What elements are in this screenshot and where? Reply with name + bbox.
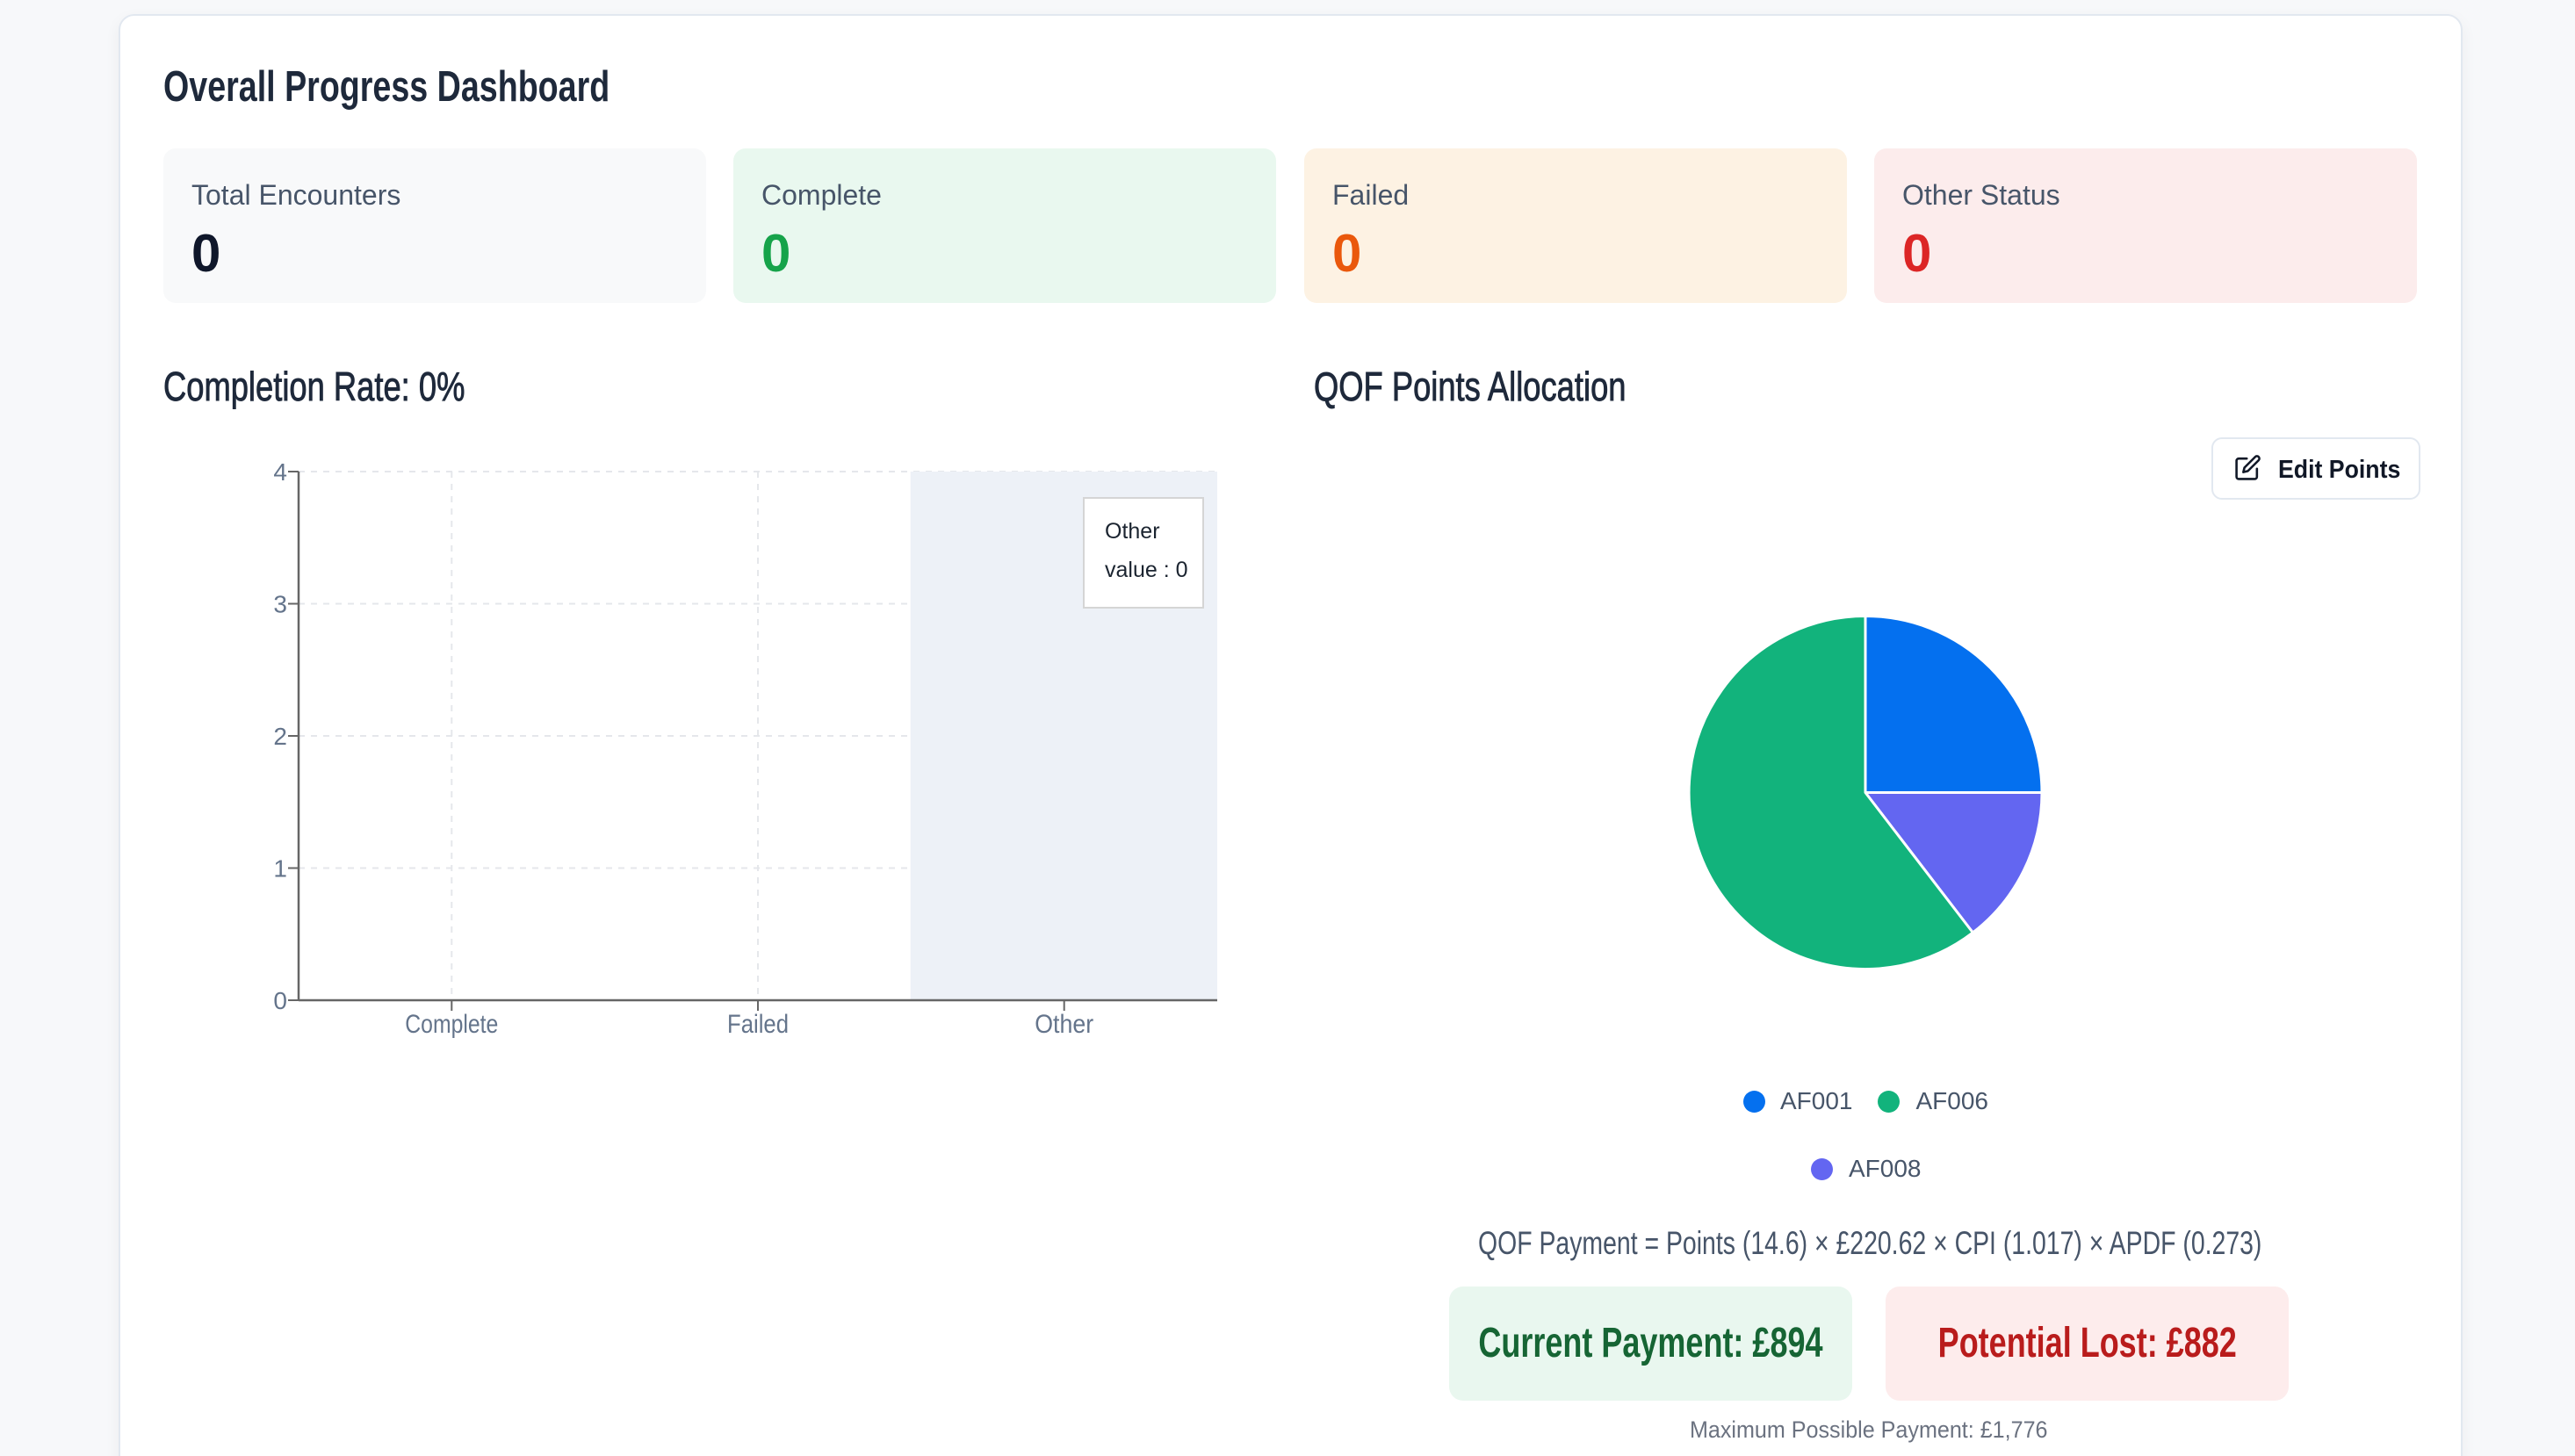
svg-text:1: 1 (273, 855, 287, 883)
svg-text:Other: Other (1035, 1010, 1093, 1039)
svg-text:2: 2 (273, 723, 287, 750)
svg-text:4: 4 (273, 458, 287, 486)
svg-text:3: 3 (273, 591, 287, 618)
svg-text:0: 0 (273, 987, 287, 1014)
svg-text:Failed: Failed (727, 1010, 789, 1039)
svg-text:Complete: Complete (405, 1010, 498, 1039)
